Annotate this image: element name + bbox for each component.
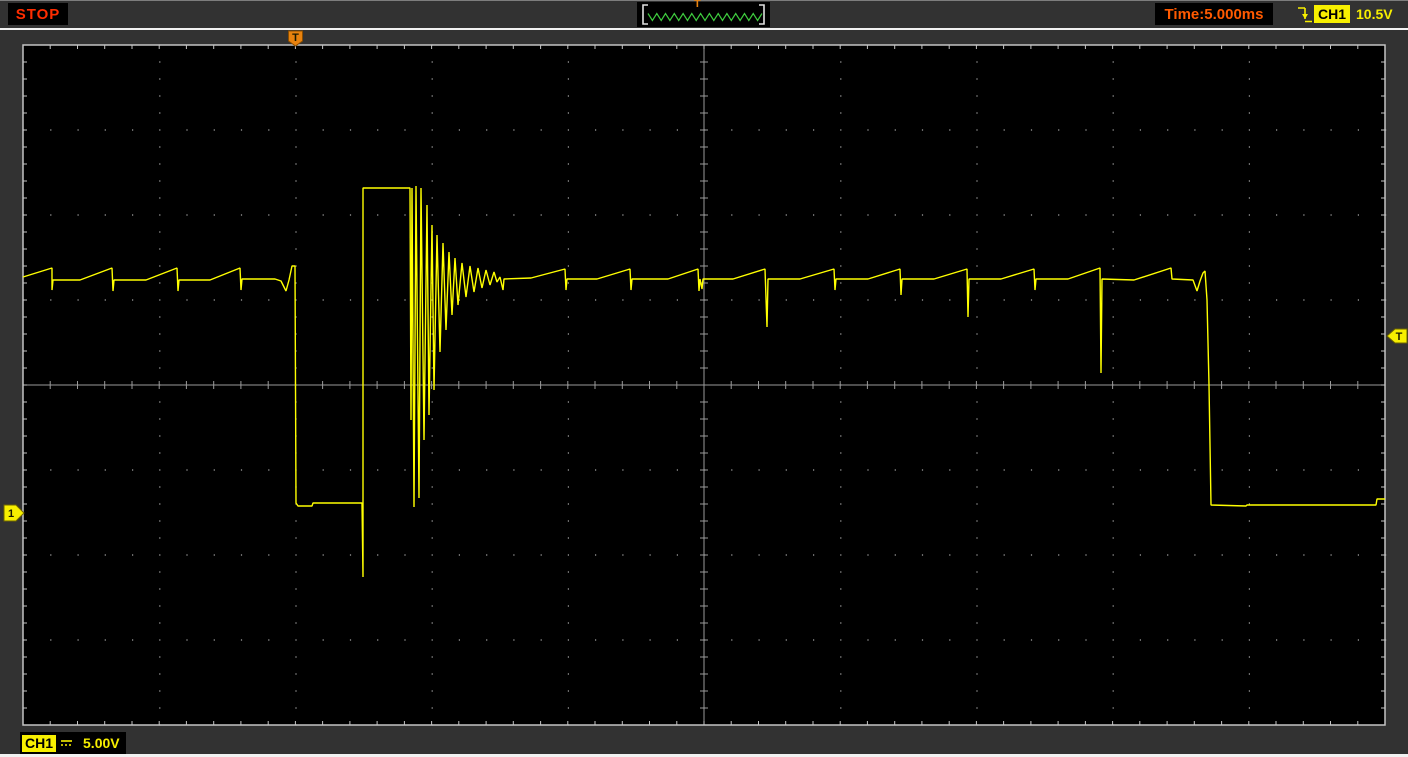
preview-waveform-icon — [642, 4, 765, 25]
trigger-source-badge: CH1 — [1314, 5, 1351, 23]
preview-right-bracket-icon — [759, 4, 765, 25]
preview-left-bracket-icon — [642, 4, 648, 25]
run-stop-indicator: STOP — [8, 3, 68, 25]
channel1-scale-readout: 5.00V — [83, 735, 120, 751]
trigger-position-marker[interactable] — [288, 30, 303, 47]
timebase-label: Time:5.000ms — [1164, 5, 1264, 23]
run-stop-label: STOP — [15, 5, 61, 23]
timebase-readout: Time:5.000ms — [1155, 3, 1273, 25]
channel1-readout-box: CH1 5.00V — [20, 732, 126, 754]
bottom-separator — [0, 754, 1408, 757]
trigger-level-readout: 10.5V — [1356, 6, 1393, 22]
trigger-position-marker-label: T — [292, 32, 299, 44]
falling-edge-trigger-icon — [1298, 7, 1312, 23]
border-ticks — [23, 45, 1385, 725]
channel1-ground-marker-label: 1 — [8, 508, 14, 520]
trigger-level-marker[interactable] — [1386, 328, 1408, 344]
topbar-separator — [0, 28, 1408, 30]
channel1-ground-marker[interactable] — [3, 504, 25, 522]
trigger-level-marker-label: T — [1396, 331, 1403, 343]
trigger-source-label: CH1 — [1318, 6, 1347, 22]
dc-coupling-icon — [61, 740, 73, 746]
preview-waveform-trace — [647, 12, 763, 22]
graticule-border — [22, 44, 1386, 726]
acquisition-preview-window[interactable] — [637, 2, 770, 27]
preview-trigger-position-label: T — [694, 0, 701, 10]
channel1-badge: CH1 — [22, 734, 57, 752]
waveform-trace-ch1 — [22, 185, 1385, 578]
